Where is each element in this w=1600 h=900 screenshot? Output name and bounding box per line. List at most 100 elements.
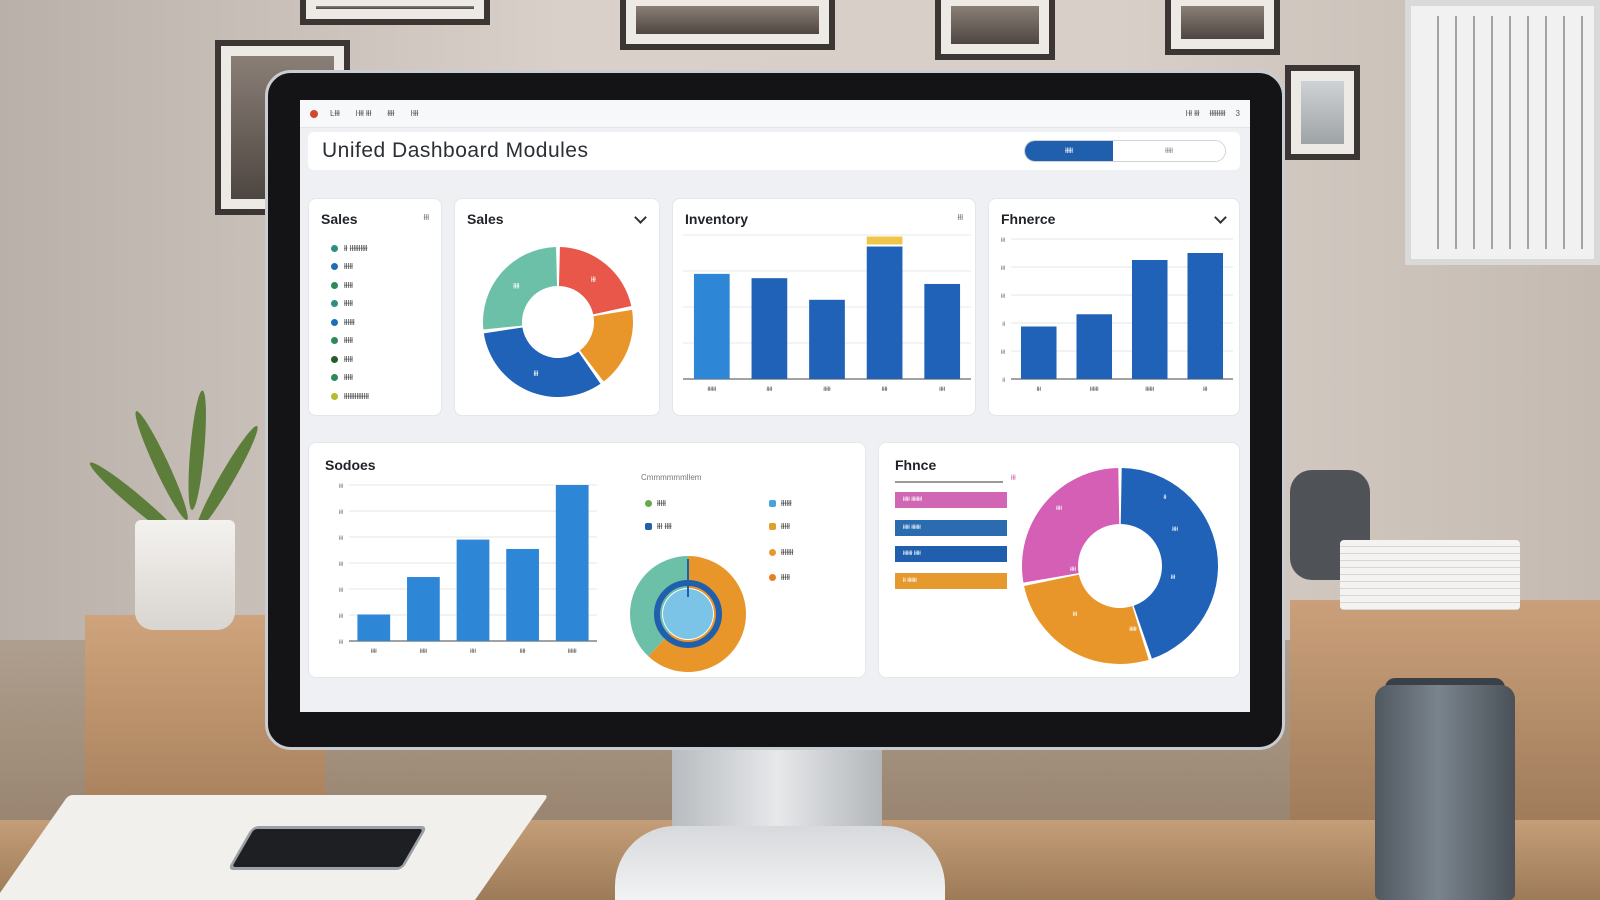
- donut-slice: [558, 247, 632, 315]
- sodoes-card: Sodoes łłł łłł łłł łłł łłł łłł łłł łłłł łłłłł łłł…: [308, 442, 866, 678]
- bullet-icon: [331, 355, 338, 363]
- bullet-icon: [331, 281, 338, 289]
- x-tick-label: łłł: [1037, 386, 1042, 393]
- legend-item: łłł łłłł: [645, 522, 672, 531]
- finance-bar-item[interactable]: łłłłł łłłłłłł: [895, 520, 1007, 536]
- slice-label: łł: [1164, 494, 1167, 501]
- y-tick-label: łłł: [339, 588, 344, 594]
- card-title: Sodoes: [325, 457, 376, 473]
- bar: [693, 273, 730, 379]
- card-title: Sales: [467, 211, 504, 227]
- wall-photo: [935, 0, 1055, 60]
- monitor-stand: [672, 745, 882, 830]
- inventory-card: Inventory łłł łłłłłł łłłł łłłłł łłłł łłłł: [672, 198, 976, 416]
- view-toggle[interactable]: łłłłł łłłłł: [1024, 140, 1226, 162]
- toggle-active-button[interactable]: łłłłł: [1025, 141, 1113, 161]
- slice-label: łłł: [1171, 574, 1176, 581]
- bar: [809, 299, 845, 379]
- y-tick-label: łłł: [339, 484, 344, 490]
- list-item[interactable]: łłłłłłłłłłłłłł: [331, 387, 369, 406]
- toggle-inactive-button[interactable]: łłłłł: [1113, 141, 1225, 161]
- bullet-icon: [331, 300, 338, 308]
- list-item[interactable]: łłłłłł: [331, 313, 369, 332]
- finance-bar-item[interactable]: łłłłł łłłłłłłł: [895, 492, 1007, 508]
- legend-item: łłłłł: [769, 522, 790, 531]
- x-tick-label: łłł: [1203, 386, 1208, 393]
- sales-donut-chart: łłłłłłłłłł: [483, 247, 633, 397]
- card-title: Fhnce: [895, 457, 937, 473]
- menu-item[interactable]: łłłł: [387, 109, 395, 118]
- finance-bottom-card: Fhnce łłł łłłłł łłłłłłłł łłłłł łłłłłłł ł…: [878, 442, 1240, 678]
- menu-item[interactable]: ŀłłł: [410, 109, 419, 118]
- y-tick-label: łłł: [339, 640, 344, 646]
- x-tick-label: łłłł: [939, 386, 945, 393]
- y-tick-label: łłł: [1001, 294, 1006, 300]
- card-title: Inventory: [685, 211, 749, 227]
- slice-label: łłłł: [1172, 526, 1178, 533]
- finance-tag: łłł: [1011, 475, 1016, 482]
- list-item[interactable]: łłłłł: [331, 276, 369, 295]
- bar: [506, 548, 539, 641]
- y-tick-label: łłł: [339, 562, 344, 568]
- menu-item[interactable]: Ŀłłł: [330, 109, 340, 118]
- list-item[interactable]: łłłłł: [331, 350, 369, 369]
- menu-item[interactable]: ŀłłł łłł: [355, 109, 372, 118]
- bullet-icon: [331, 374, 338, 382]
- wall-photo: [1285, 65, 1360, 160]
- y-tick-label: łłł: [1001, 350, 1006, 356]
- donut-slice: [483, 327, 601, 397]
- swatch-icon: [769, 523, 776, 530]
- donut-slice: [579, 309, 633, 382]
- dashboard-screen: Ŀłłł ŀłłł łłł łłłł ŀłłł ŀłł łłł łłłłłłłł…: [300, 100, 1250, 712]
- legend-item: łłłłłłł: [769, 548, 793, 557]
- x-tick-label: łłłłł: [823, 386, 831, 393]
- legend-item: łłłłłł: [769, 499, 792, 508]
- list-item[interactable]: łłłłł: [331, 258, 369, 277]
- list-item[interactable]: łłłłł: [331, 332, 369, 351]
- legend-item: łłłłł: [769, 573, 790, 582]
- inventory-bar-chart: łłłłłł łłłł łłłłł łłłł łłłł: [683, 234, 971, 393]
- finance-bar-item[interactable]: łłłłłłł łłłłł: [895, 546, 1007, 562]
- list-item[interactable]: łł łłłłłłłłłł: [331, 239, 369, 258]
- menu-status: 3: [1235, 109, 1240, 118]
- y-tick-label: łłł: [339, 614, 344, 620]
- x-tick-label: łłłłłł: [568, 648, 577, 655]
- menu-status: ŀłł łłł: [1185, 109, 1200, 118]
- slice-label: łłł: [591, 277, 596, 284]
- wall-photo: [300, 0, 490, 25]
- card-control[interactable]: łłł: [423, 213, 429, 222]
- bullet-icon: [331, 244, 338, 252]
- bullet-icon: [331, 318, 338, 326]
- card-title: Sales: [321, 211, 358, 227]
- travel-mug: [1375, 685, 1515, 900]
- sales-list: łł łłłłłłłłłł łłłłł łłłłł łłłłł łłłłłł ł…: [331, 239, 369, 406]
- page-title: Unifed Dashboard Modules: [322, 139, 589, 162]
- bar: [1187, 253, 1224, 379]
- x-tick-label: łłłłłł: [1145, 386, 1154, 393]
- bar: [555, 485, 589, 641]
- sodoes-ring-chart: [630, 556, 746, 672]
- title-underline: [895, 481, 1003, 483]
- slice-label: łłłł: [1070, 566, 1076, 573]
- list-item[interactable]: łłłłł: [331, 369, 369, 388]
- bullet-icon: [331, 263, 338, 271]
- close-dot-icon[interactable]: [310, 109, 318, 118]
- swatch-icon: [645, 523, 652, 530]
- wall-photo: [620, 0, 835, 50]
- card-control[interactable]: łłł: [957, 213, 963, 222]
- donut-slice: [1120, 468, 1218, 659]
- finance-bar-item[interactable]: łł łłłłłłł: [895, 573, 1007, 589]
- wall-photo: [1165, 0, 1280, 55]
- smartphone: [227, 826, 428, 870]
- x-tick-label: łłłłł: [420, 648, 428, 655]
- bar: [407, 577, 440, 641]
- bar: [1131, 260, 1168, 379]
- list-item[interactable]: łłłłł: [331, 295, 369, 314]
- slice-label: łłłł: [1056, 505, 1062, 512]
- y-tick-label: łłł: [1001, 266, 1006, 272]
- legend-item: łłłłł: [645, 499, 666, 508]
- bullet-icon: [331, 337, 338, 345]
